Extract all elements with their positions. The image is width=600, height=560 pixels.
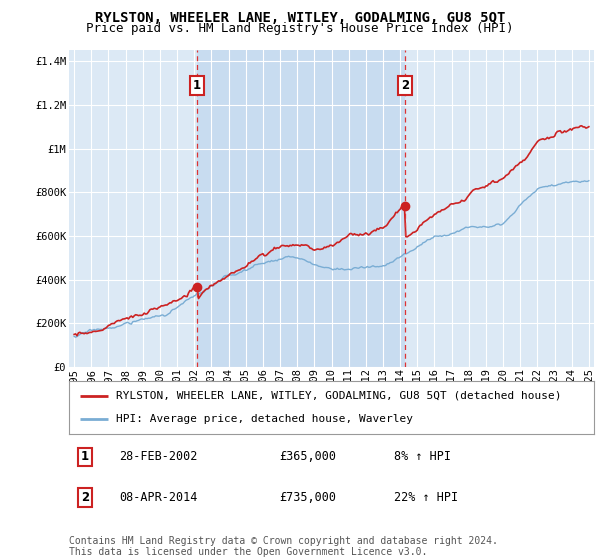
Text: Contains HM Land Registry data © Crown copyright and database right 2024.
This d: Contains HM Land Registry data © Crown c… xyxy=(69,535,498,557)
Text: £735,000: £735,000 xyxy=(279,491,336,505)
Text: 8% ↑ HPI: 8% ↑ HPI xyxy=(395,450,452,464)
Text: 2: 2 xyxy=(401,79,409,92)
Text: £365,000: £365,000 xyxy=(279,450,336,464)
Text: HPI: Average price, detached house, Waverley: HPI: Average price, detached house, Wave… xyxy=(116,414,413,424)
Text: 1: 1 xyxy=(80,450,89,464)
Bar xyxy=(197,50,405,367)
Text: RYLSTON, WHEELER LANE, WITLEY, GODALMING, GU8 5QT: RYLSTON, WHEELER LANE, WITLEY, GODALMING… xyxy=(95,11,505,25)
Text: 2: 2 xyxy=(80,491,89,505)
Text: 1: 1 xyxy=(193,79,201,92)
Text: Price paid vs. HM Land Registry's House Price Index (HPI): Price paid vs. HM Land Registry's House … xyxy=(86,22,514,35)
Text: 22% ↑ HPI: 22% ↑ HPI xyxy=(395,491,458,505)
Text: 28-FEB-2002: 28-FEB-2002 xyxy=(119,450,197,464)
Text: 08-APR-2014: 08-APR-2014 xyxy=(119,491,197,505)
Text: RYLSTON, WHEELER LANE, WITLEY, GODALMING, GU8 5QT (detached house): RYLSTON, WHEELER LANE, WITLEY, GODALMING… xyxy=(116,391,562,401)
